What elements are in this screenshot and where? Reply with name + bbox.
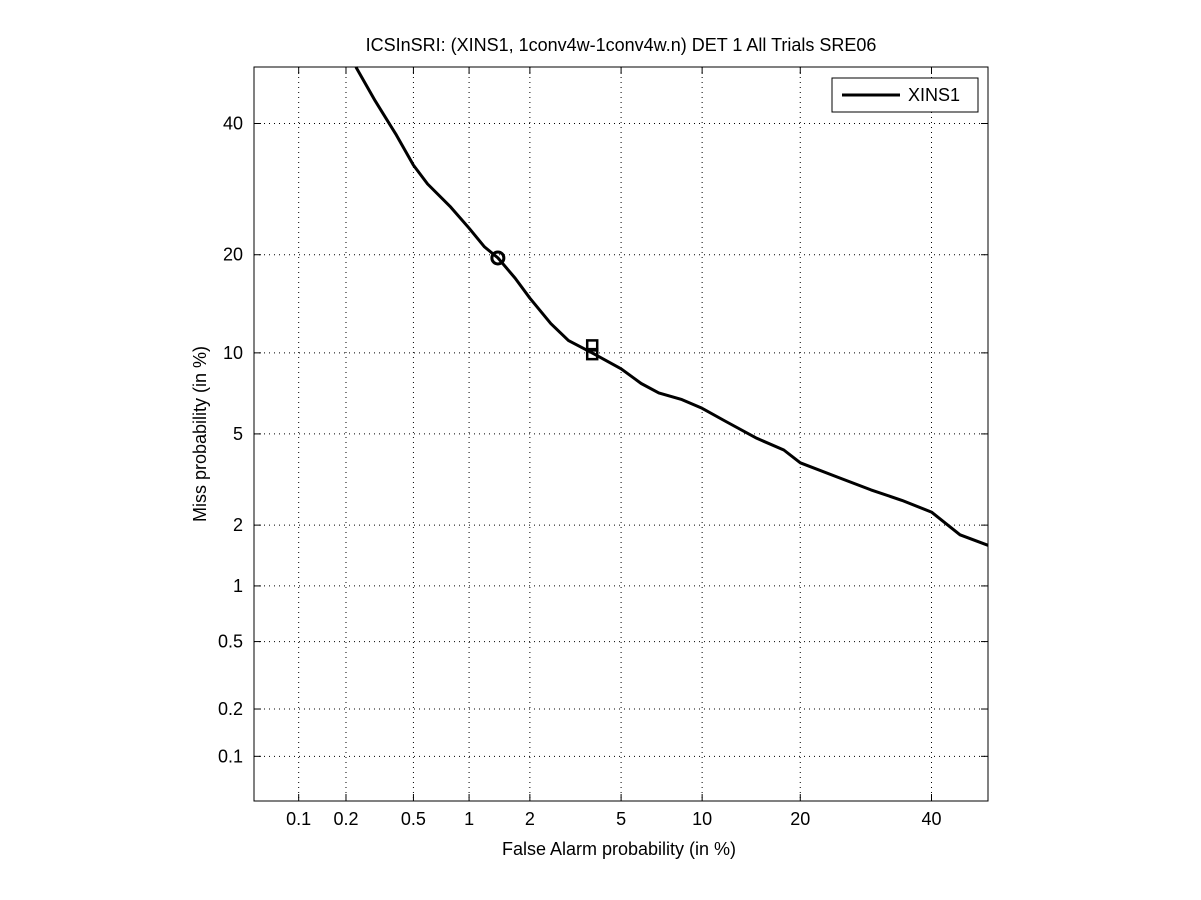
y-tick-label: 2 [233,515,243,535]
x-axis-label: False Alarm probability (in %) [502,839,736,859]
grid-lines [254,67,988,801]
act-dcf-square-upper [585,339,599,352]
x-tick-label: 5 [616,809,626,829]
x-tick-label: 1 [464,809,474,829]
y-axis-ticks: 0.1 0.2 0.5 1 2 5 10 20 40 [218,114,988,766]
y-axis-label: Miss probability (in %) [190,346,210,522]
y-tick-label: 0.5 [218,632,243,652]
x-tick-label: 10 [692,809,712,829]
x-tick-label: 0.1 [286,809,311,829]
x-tick-label: 40 [921,809,941,829]
x-tick-label: 0.5 [401,809,426,829]
y-tick-label: 0.1 [218,746,243,766]
y-tick-label: 5 [233,424,243,444]
series-line-xins1 [354,66,989,547]
x-tick-label: 0.2 [333,809,358,829]
act-dcf-square-lower [585,347,599,361]
operating-point-markers [490,250,599,361]
x-tick-label: 20 [790,809,810,829]
chart-title: ICSInSRI: (XINS1, 1conv4w-1conv4w.n) DET… [366,35,877,55]
y-tick-label: 40 [223,114,243,134]
y-tick-label: 0.2 [218,699,243,719]
min-dcf-circle [490,250,506,266]
legend: XINS1 [831,77,979,113]
legend-entry-xins1: XINS1 [908,85,960,105]
y-tick-label: 20 [223,245,243,265]
x-axis-ticks: 0.1 0.2 0.5 1 2 5 10 20 40 [286,67,942,829]
y-tick-label: 10 [223,343,243,363]
x-tick-label: 2 [525,809,535,829]
y-tick-label: 1 [233,576,243,596]
